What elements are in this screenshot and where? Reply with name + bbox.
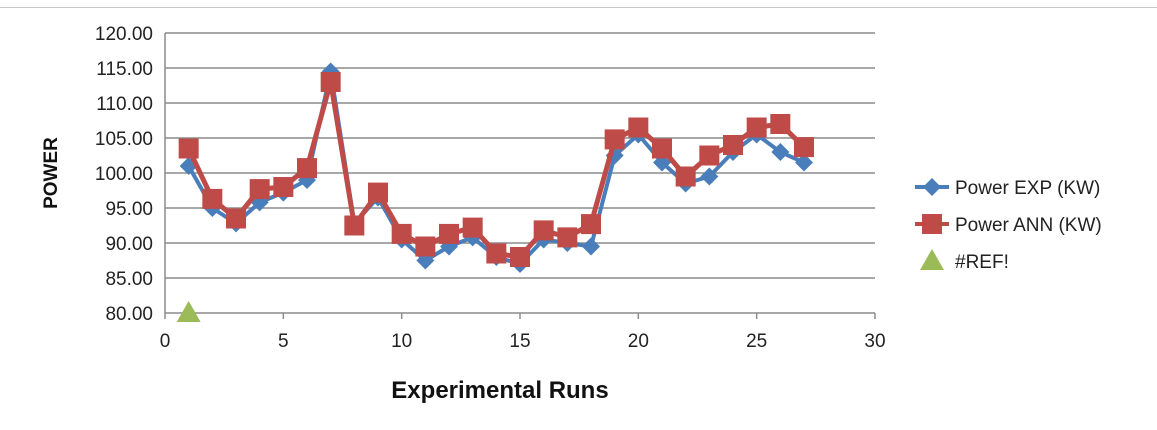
y-tick-label: 80.00 (105, 304, 153, 325)
series-line (186, 79, 806, 260)
series-square (178, 72, 814, 267)
data-point-diamond (582, 237, 600, 256)
y-tick-label: 110.00 (96, 94, 153, 115)
x-tick-label: 10 (391, 331, 412, 352)
data-point-square (226, 208, 246, 229)
x-tick-label: 30 (864, 331, 885, 352)
legend-item: #REF! (920, 249, 1009, 273)
y-tick-label: 105.00 (95, 129, 153, 150)
x-tick-label: 20 (628, 331, 649, 352)
y-tick-label: 115.00 (96, 59, 153, 80)
data-point-square (391, 223, 412, 244)
data-point-square (794, 137, 814, 158)
data-point-square (699, 145, 720, 166)
data-point-square (486, 243, 507, 264)
data-point-square (273, 177, 294, 197)
data-point-diamond (771, 143, 790, 161)
data-point-square (202, 188, 223, 209)
y-tick-label: 120.00 (95, 24, 153, 45)
legend-item: Power ANN (KW) (915, 214, 1102, 236)
legend-label: Power ANN (KW) (955, 215, 1102, 236)
data-point-square (249, 179, 270, 200)
data-point-square (652, 138, 672, 159)
series-diamond (179, 62, 813, 273)
data-point-square (320, 72, 341, 92)
x-axis-title: Experimental Runs (391, 377, 608, 404)
data-point-square (675, 166, 696, 187)
y-axis-title: POWER (41, 137, 62, 209)
data-point-square (344, 215, 365, 236)
data-point-square (462, 217, 483, 238)
y-tick-label: 85.00 (105, 269, 153, 290)
legend-label: #REF! (955, 252, 1009, 273)
data-point-square (723, 135, 743, 155)
data-point-square (368, 182, 388, 203)
legend-marker-triangle (920, 249, 944, 270)
data-point-diamond (795, 153, 813, 172)
data-point-square (770, 114, 791, 134)
data-point-square (581, 214, 601, 235)
legend-label: Power EXP (KW) (955, 178, 1100, 199)
x-tick-label: 5 (278, 331, 289, 352)
data-point-square (439, 223, 459, 244)
data-point-square (415, 236, 436, 257)
legend-marker-square (922, 214, 942, 234)
data-point-square (746, 117, 767, 138)
data-point-square (557, 227, 578, 248)
data-point-triangle (176, 301, 201, 322)
data-point-square (628, 117, 649, 138)
data-point-diamond (700, 167, 719, 186)
data-point-square (297, 158, 317, 179)
legend: Power EXP (KW) Power ANN (KW) #REF! (915, 178, 1102, 273)
legend-marker-diamond (923, 178, 941, 196)
series-line (186, 69, 805, 266)
data-point-square (510, 247, 530, 267)
x-tick-label: 25 (746, 331, 767, 352)
axes: 80.00 85.00 90.00 95.00 100.00 105.00 110.00 11… (95, 24, 886, 352)
x-tick-label: 0 (160, 331, 171, 352)
y-tick-label: 100.00 (95, 164, 153, 185)
data-point-square (533, 220, 554, 241)
x-tick-label: 15 (509, 331, 530, 352)
legend-item: Power EXP (KW) (915, 178, 1100, 199)
data-point-square (178, 138, 199, 159)
data-series (176, 62, 814, 322)
top-divider-line (0, 7, 1157, 8)
y-tick-label: 90.00 (105, 234, 153, 255)
data-point-square (604, 129, 625, 150)
series-triangle (176, 301, 201, 322)
y-tick-label: 95.00 (105, 199, 153, 220)
gridlines (165, 32, 875, 279)
